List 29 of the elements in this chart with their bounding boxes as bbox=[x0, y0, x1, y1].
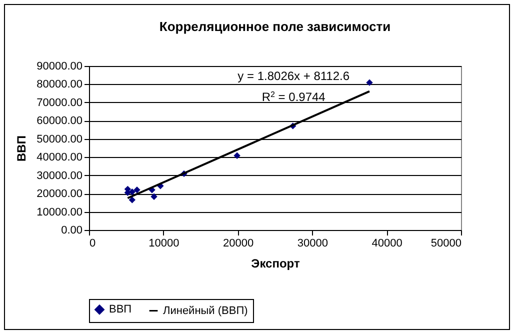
y-tick-label: 90000.00 bbox=[36, 60, 82, 72]
y-tick-label: 60000.00 bbox=[36, 115, 82, 128]
x-tick-label: 30000 bbox=[297, 238, 328, 250]
legend-label: ВВП bbox=[109, 304, 132, 316]
point bbox=[366, 79, 373, 86]
y-tick-label: 0.00 bbox=[61, 224, 82, 236]
x-tick-label: 40000 bbox=[372, 238, 402, 250]
y-tick-label: 80000.00 bbox=[36, 78, 82, 91]
point bbox=[150, 193, 158, 200]
chart-title: Корреляционное поле зависимости bbox=[159, 19, 391, 34]
point bbox=[234, 152, 240, 160]
x-axis-title: Экспорт bbox=[251, 256, 300, 270]
legend-label: Линейный (ВВП) bbox=[163, 304, 248, 317]
x-tick-label: 0 bbox=[90, 238, 96, 250]
x-tick-label: 10000 bbox=[148, 238, 180, 250]
y-tick-label: 40000.00 bbox=[36, 152, 82, 164]
y-tick-label: 10000.00 bbox=[36, 206, 82, 218]
point bbox=[128, 188, 136, 196]
point bbox=[134, 186, 140, 194]
y-tick-label: 70000.00 bbox=[36, 96, 82, 109]
point bbox=[128, 196, 136, 204]
y-axis-title: ВВП bbox=[14, 136, 29, 162]
annotation: y = 1.8026x + 8112.6 bbox=[238, 69, 350, 83]
y-tick-label: 20000.00 bbox=[36, 188, 82, 200]
x-tick-label: 20000 bbox=[223, 238, 254, 250]
y-tick-label: 50000.00 bbox=[36, 133, 82, 146]
x-tick-label: 50000 bbox=[430, 238, 462, 250]
annotation: R$^{2}$ = 0.9744 bbox=[262, 90, 326, 104]
y-tick-label: 30000.00 bbox=[36, 170, 82, 182]
